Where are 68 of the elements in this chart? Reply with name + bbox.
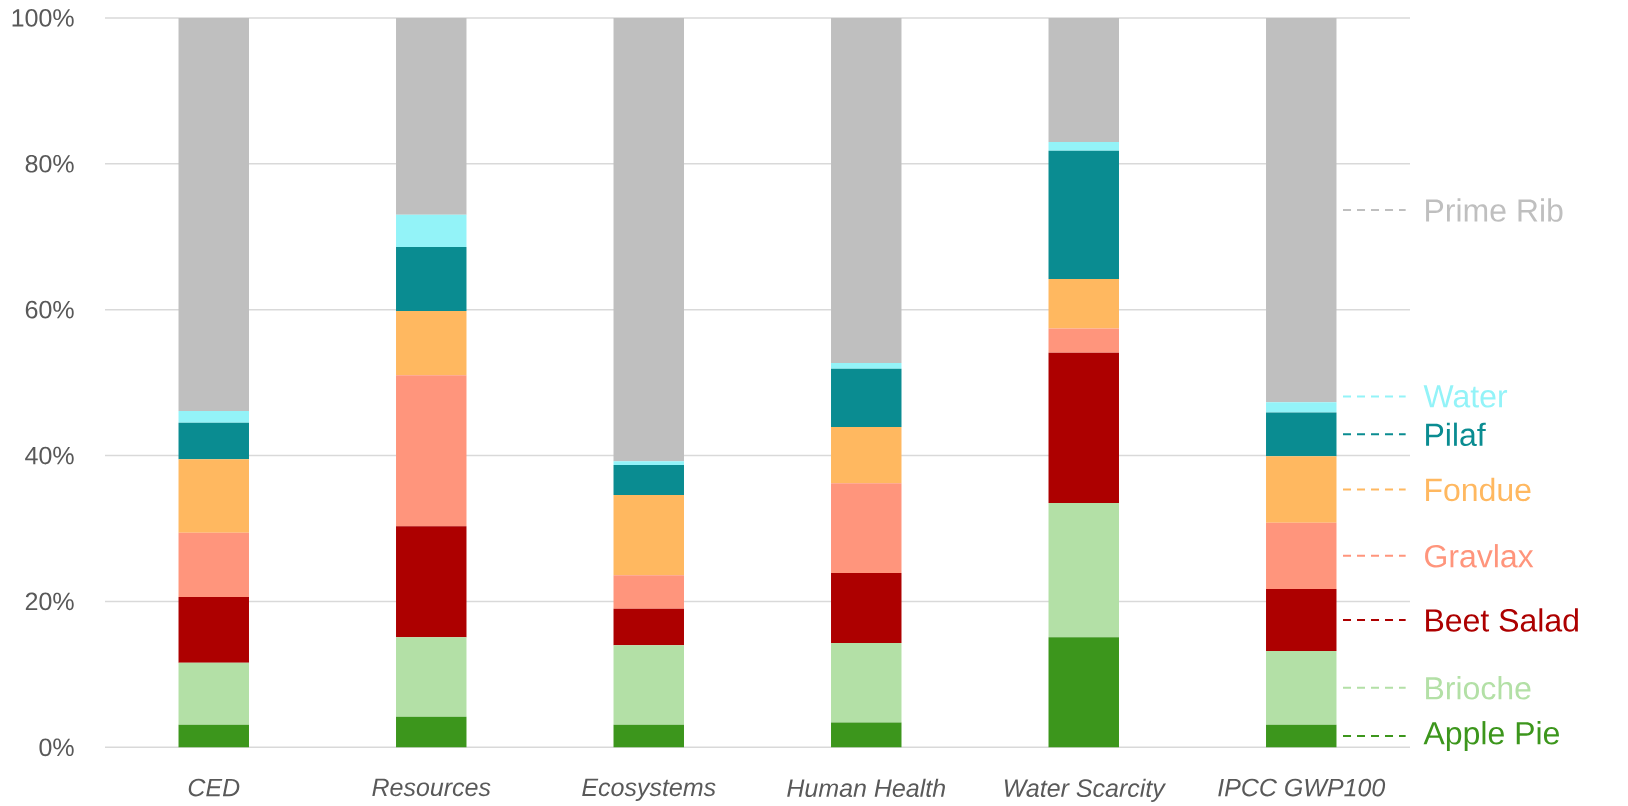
legend-label: Prime Rib (1426, 198, 1563, 222)
bar (396, 526, 467, 638)
bar (1048, 502, 1119, 638)
bar (831, 17, 902, 363)
bar (1266, 522, 1337, 590)
bar (1048, 141, 1119, 151)
bar (396, 17, 467, 215)
bar (1048, 328, 1119, 353)
bar (396, 246, 467, 312)
bar (178, 411, 249, 423)
bar (1048, 279, 1119, 329)
x-tick-label: Human Health (787, 778, 945, 798)
bar (396, 716, 467, 748)
x-tick-label: Ecosystems (582, 778, 716, 802)
bar (613, 17, 684, 462)
legend-label: Brioche (1426, 676, 1531, 700)
bar (396, 375, 467, 527)
bar (613, 645, 684, 725)
bar (1266, 456, 1337, 523)
bar (1266, 17, 1337, 403)
bar (178, 459, 249, 533)
legend-label: Water (1423, 385, 1508, 408)
bar (831, 572, 902, 643)
bar (1266, 589, 1337, 651)
bar (613, 724, 684, 748)
bar (831, 722, 902, 748)
bar (613, 575, 684, 609)
bar (613, 465, 684, 495)
bar (1266, 402, 1337, 413)
bar (1266, 651, 1337, 725)
y-tick-label: 100% (12, 9, 74, 27)
bar (178, 597, 249, 663)
bar (178, 662, 249, 725)
y-tick-label: 40% (25, 446, 74, 465)
bar (1048, 637, 1119, 748)
bar (1266, 724, 1337, 748)
y-tick-label: 80% (25, 154, 74, 173)
x-tick-label: IPCC GWP100 (1218, 778, 1386, 797)
bar (831, 362, 902, 369)
bar (831, 483, 902, 573)
y-tick-label: 60% (25, 300, 74, 319)
bar (613, 461, 684, 466)
y-tick-label: 20% (25, 592, 74, 611)
x-tick-label: Resources (372, 778, 491, 797)
bar (1048, 150, 1119, 280)
x-tick-label: Water Scarcity (1004, 778, 1167, 802)
legend-label: Pilaf (1426, 422, 1486, 447)
legend-label: Apple Pie (1423, 721, 1559, 751)
bar (1048, 352, 1119, 503)
bar (613, 608, 684, 646)
bar (396, 214, 467, 247)
bar (396, 637, 467, 717)
bar (178, 422, 249, 460)
bar (831, 427, 902, 484)
bar (1048, 17, 1119, 142)
bar (1266, 412, 1337, 457)
bar (831, 642, 902, 723)
y-tick-label: 0% (39, 738, 74, 757)
bar (178, 724, 249, 748)
bar (178, 17, 249, 412)
legend-label: Gravlax (1425, 544, 1534, 568)
bar (178, 532, 249, 598)
x-tick-label: CED (188, 778, 240, 797)
legend-label: Beet Salad (1426, 608, 1578, 632)
legend-label: Fondue (1426, 477, 1531, 502)
bar (831, 368, 902, 428)
bar (396, 311, 467, 376)
bar (613, 494, 684, 576)
